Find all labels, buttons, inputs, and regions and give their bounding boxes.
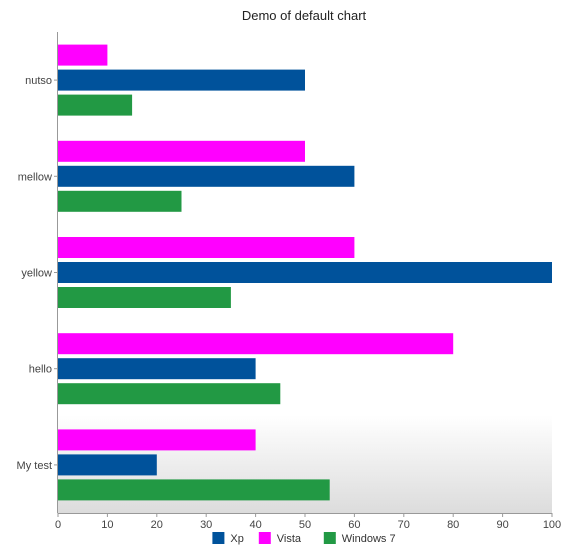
bar-xp-my-test: [58, 454, 157, 476]
x-tick-label: 90: [496, 519, 508, 531]
x-tick-label: 70: [398, 519, 410, 531]
bar-vista-yellow: [58, 237, 355, 258]
y-tick-label: My test: [17, 460, 52, 472]
bar-windows-7-nutso: [58, 94, 133, 116]
bar-windows-7-mellow: [58, 190, 182, 212]
x-tick-label: 100: [543, 519, 561, 531]
legend-swatch-vista: [258, 532, 271, 544]
legend-swatch-xp: [212, 532, 225, 544]
x-tick-label: 60: [348, 519, 360, 531]
axes-layer: nutso mellow yellow hello My test 0 10 20 30 40 50…: [17, 32, 561, 531]
bar-xp-yellow: [58, 262, 552, 283]
bar-windows-7-yellow: [58, 287, 231, 308]
x-tick-label: 50: [299, 519, 311, 531]
bar-vista-nutso: [58, 44, 108, 66]
chart-title: Demo of default chart: [242, 8, 367, 23]
bar-vista-hello: [58, 333, 454, 355]
bar-xp-hello: [58, 358, 256, 380]
y-tick-label: mellow: [18, 171, 52, 183]
y-tick-label: hello: [29, 364, 52, 376]
bar-xp-mellow: [58, 165, 355, 187]
bar-vista-mellow: [58, 140, 305, 162]
bar-windows-7-my-test: [58, 479, 330, 501]
x-tick-label: 30: [200, 519, 212, 531]
bar-xp-nutso: [58, 69, 305, 91]
x-tick-label: 40: [249, 519, 261, 531]
legend: Xp Vista Windows 7: [212, 532, 396, 545]
x-tick-label: 0: [55, 519, 61, 531]
x-tick-label: 80: [447, 519, 459, 531]
legend-swatch-windows-7: [323, 532, 336, 544]
y-tick-label: yellow: [21, 268, 52, 280]
bar-vista-my-test: [58, 429, 256, 451]
x-tick-label: 10: [101, 519, 113, 531]
bars-layer: [58, 44, 552, 501]
legend-label: Vista: [277, 533, 302, 545]
bar-windows-7-hello: [58, 383, 281, 405]
legend-label: Xp: [230, 533, 243, 545]
y-tick-label: nutso: [25, 75, 52, 87]
x-tick-label: 20: [151, 519, 163, 531]
legend-label: Windows 7: [342, 533, 396, 545]
